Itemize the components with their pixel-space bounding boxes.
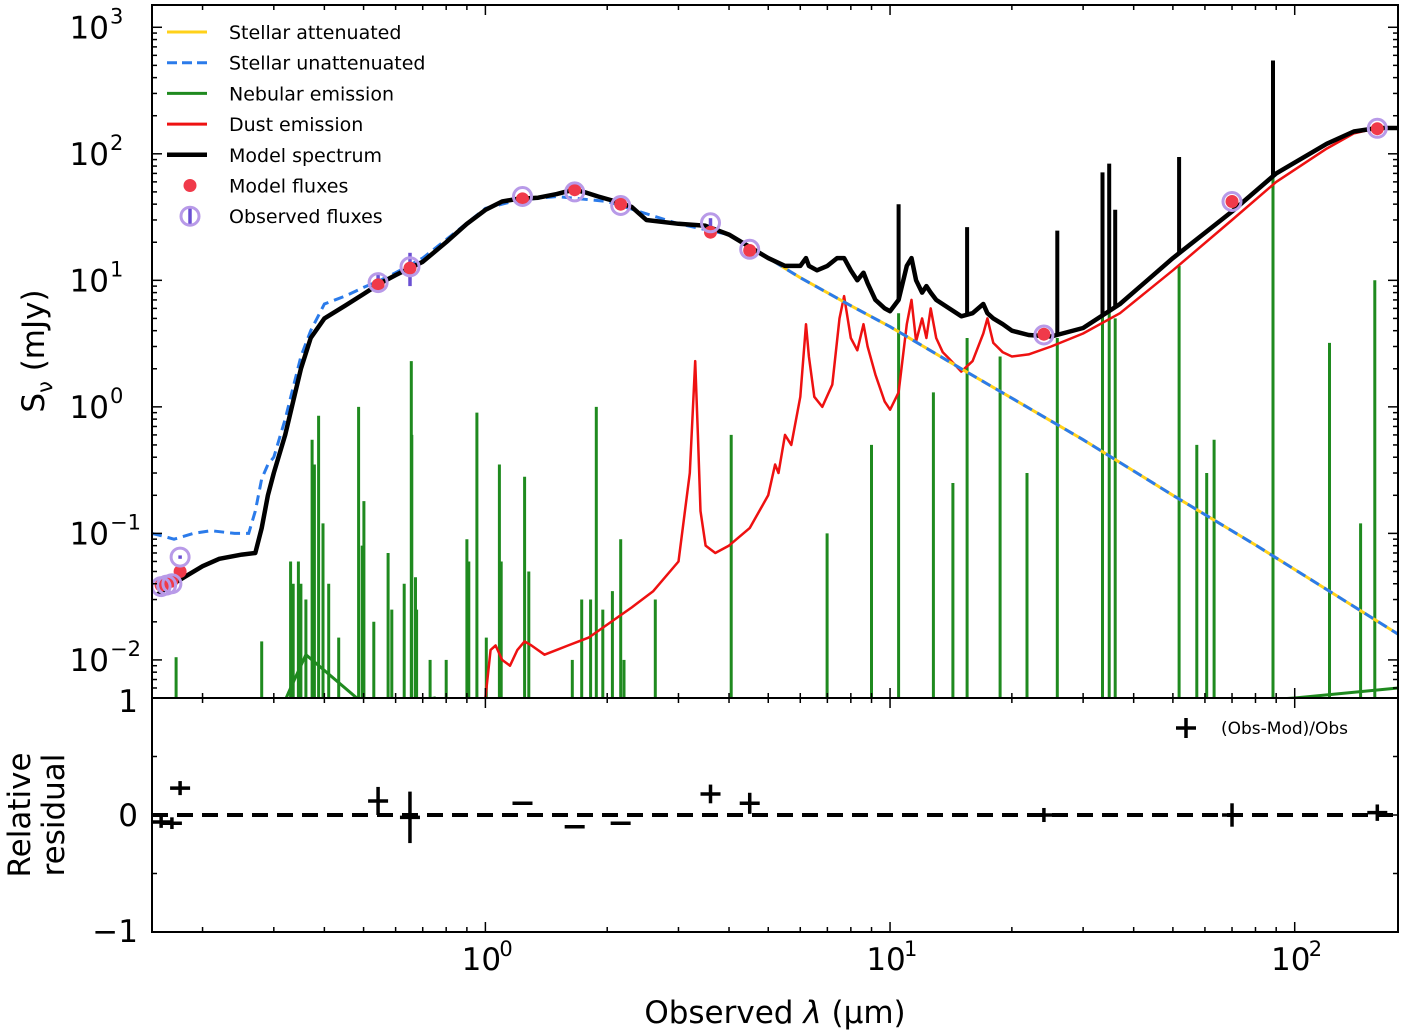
observed-flux-point <box>1366 117 1388 139</box>
residual-y-tick-label: −1 <box>92 914 138 950</box>
residual-y-axis-title-line1: Relative <box>2 752 38 877</box>
x-axis-title: Observed λ (μm) <box>644 995 905 1031</box>
sed-legend: Stellar attenuated Stellar unattenuated Ne… <box>167 22 426 228</box>
observed-flux-point <box>399 256 421 278</box>
legend-item: Nebular emission <box>167 83 394 105</box>
model-flux-point <box>516 192 529 206</box>
residual-point <box>161 817 182 830</box>
legend-item: Observed fluxes <box>179 205 383 228</box>
y-tick-exponent: 2 <box>110 131 123 155</box>
legend-item: Stellar unattenuated <box>167 53 426 75</box>
model-flux-point <box>1225 195 1239 208</box>
legend-label: Stellar attenuated <box>229 22 401 44</box>
model-flux-point <box>1037 327 1051 341</box>
legend-item: Model spectrum <box>167 145 382 167</box>
legend-item: Stellar attenuated <box>167 22 401 44</box>
residual-point <box>700 784 721 804</box>
residual-plot-area <box>152 781 1398 844</box>
x-tick-exponent: 2 <box>1309 937 1322 961</box>
legend-label: Model fluxes <box>229 176 348 198</box>
observed-flux-point <box>169 546 191 568</box>
dust-emission-line <box>484 126 1398 698</box>
y-tick-label: 10 <box>70 10 109 46</box>
y-tick-label: 10 <box>70 390 109 426</box>
x-tick-label: 10 <box>866 942 905 978</box>
legend-label: Nebular emission <box>229 83 394 105</box>
y-tick-label: 10 <box>70 643 109 679</box>
model-spectrum-line <box>156 125 1398 597</box>
residual-y-tick-label: 0 <box>118 798 138 834</box>
observed-flux-point <box>700 212 721 234</box>
observed-flux-point <box>161 573 183 595</box>
sed-y-axis-title: Sν (mJy) <box>16 289 57 412</box>
sed-plot-area <box>152 60 1398 698</box>
legend-label: Dust emission <box>229 114 363 136</box>
y-tick-exponent: 0 <box>110 384 123 408</box>
residual-point <box>368 786 389 815</box>
sed-frame <box>151 4 1399 699</box>
observed-flux-point <box>564 181 586 203</box>
x-tick-exponent: 0 <box>499 937 512 961</box>
observed-flux-point <box>367 272 389 294</box>
y-tick-exponent: −2 <box>110 637 141 661</box>
legend-item: Model fluxes <box>183 176 348 198</box>
model-flux-point <box>568 183 582 197</box>
legend-label: Model spectrum <box>229 145 382 167</box>
residual-point <box>1222 803 1243 827</box>
model-flux-point <box>403 261 417 275</box>
observed-flux-point <box>1221 191 1243 212</box>
x-tick-label: 10 <box>462 942 501 978</box>
legend-item: Dust emission <box>167 114 363 136</box>
residual-point <box>1033 807 1054 823</box>
model-flux-point <box>614 197 628 211</box>
y-tick-exponent: −1 <box>110 510 141 534</box>
residual-point <box>739 792 760 814</box>
residual-point <box>1367 804 1388 821</box>
observed-flux-point <box>739 238 761 260</box>
observed-flux-point <box>1033 324 1055 346</box>
observed-flux-point <box>512 186 533 207</box>
stellar-attenuated-line <box>156 188 1398 636</box>
y-tick-label: 10 <box>70 516 109 552</box>
y-tick-label: 10 <box>70 137 109 173</box>
y-tick-exponent: 1 <box>110 257 123 281</box>
model-flux-point <box>743 244 757 257</box>
residual-y-tick-label: 1 <box>118 684 138 720</box>
nebular-continuum <box>284 652 1398 698</box>
observed-flux-point <box>610 195 632 216</box>
legend-label: Observed fluxes <box>229 206 383 228</box>
y-tick-label: 10 <box>70 263 109 299</box>
residual-y-axis-title-line2: residual <box>36 754 72 877</box>
residual-legend: (Obs-Mod)/Obs <box>1176 718 1348 739</box>
model-flux-point <box>371 278 385 292</box>
residual-frame <box>151 697 1399 933</box>
residual-point <box>170 781 191 796</box>
residual-legend-label: (Obs-Mod)/Obs <box>1221 719 1348 739</box>
model-flux-point <box>1370 122 1384 136</box>
x-tick-label: 10 <box>1271 942 1310 978</box>
legend-label: Stellar unattenuated <box>229 53 426 75</box>
x-tick-exponent: 1 <box>904 937 917 961</box>
residual-point <box>399 791 420 844</box>
y-tick-exponent: 3 <box>110 4 123 28</box>
